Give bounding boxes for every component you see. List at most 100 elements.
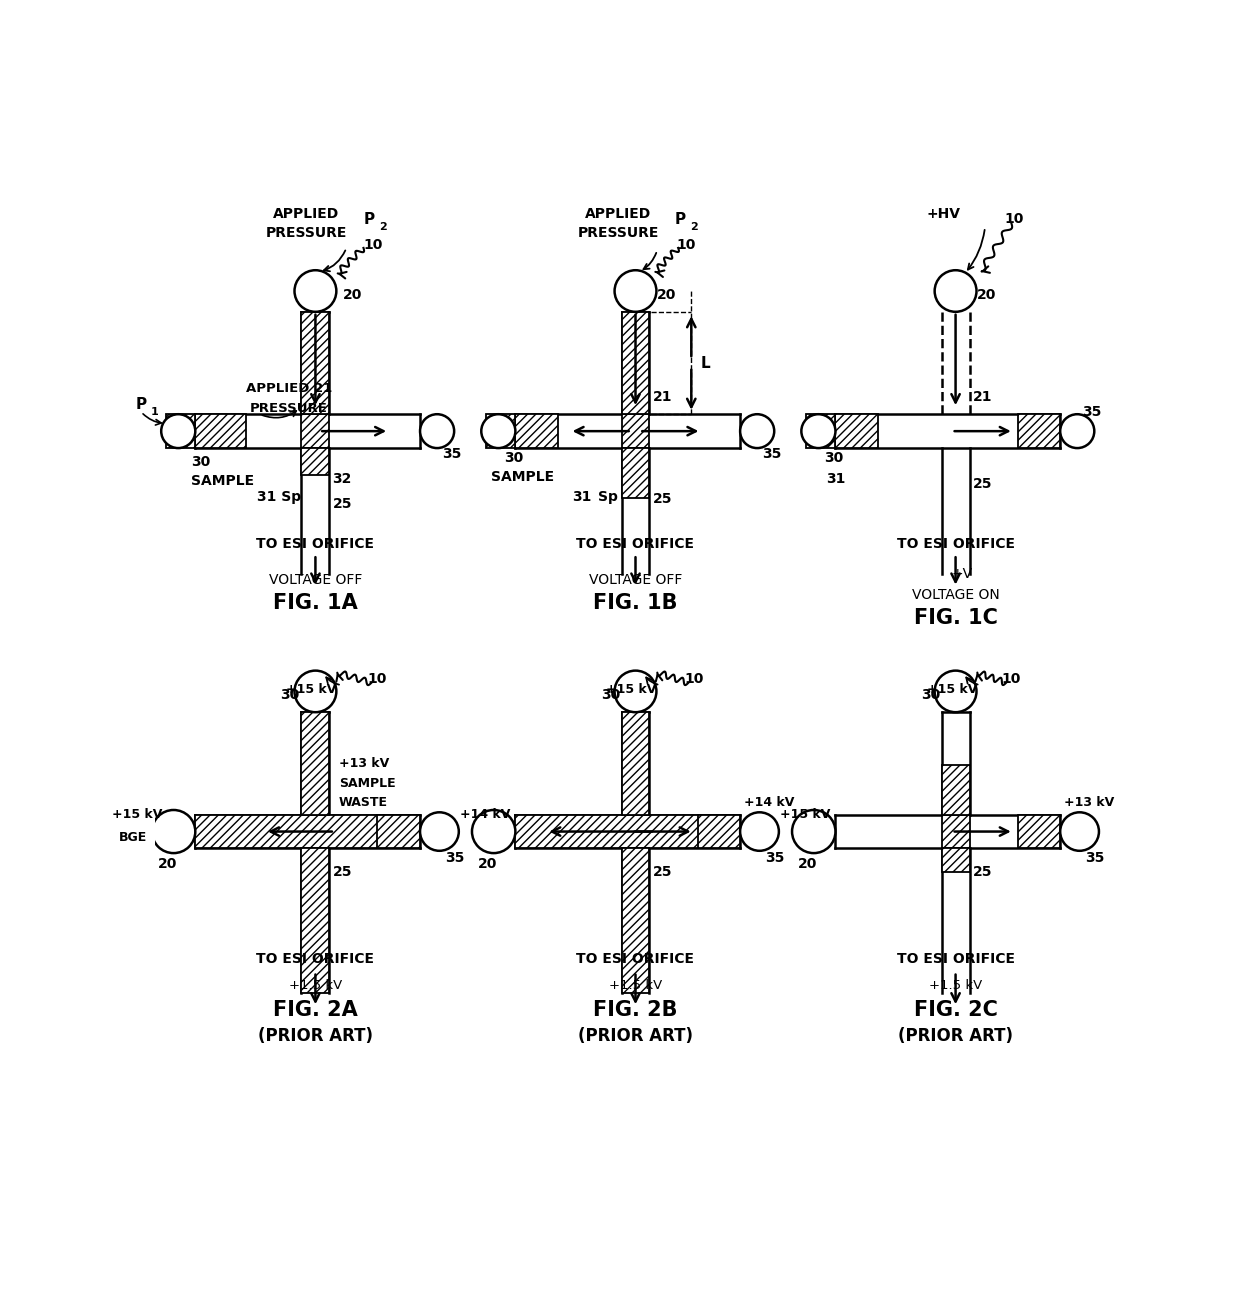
Circle shape <box>472 810 516 853</box>
Text: +HV: +HV <box>928 206 961 221</box>
Text: APPLIED 21: APPLIED 21 <box>246 383 332 396</box>
Text: 30: 30 <box>191 455 211 469</box>
Circle shape <box>801 414 836 448</box>
Text: FIG. 1A: FIG. 1A <box>273 593 358 613</box>
Text: SAMPLE: SAMPLE <box>191 475 254 488</box>
Text: APPLIED: APPLIED <box>273 206 340 221</box>
Text: 20: 20 <box>479 857 497 871</box>
Circle shape <box>615 270 656 312</box>
Text: TO ESI ORIFICE: TO ESI ORIFICE <box>897 538 1014 551</box>
Text: +1.5 kV: +1.5 kV <box>609 980 662 992</box>
Bar <box>1018 414 1060 448</box>
Text: +15 kV: +15 kV <box>286 682 337 696</box>
Text: TO ESI ORIFICE: TO ESI ORIFICE <box>897 952 1014 965</box>
Text: 35: 35 <box>1081 405 1101 419</box>
Bar <box>941 848 970 872</box>
Text: APPLIED: APPLIED <box>585 206 651 221</box>
Text: FIG. 2C: FIG. 2C <box>914 1001 997 1020</box>
Text: 31: 31 <box>572 489 591 504</box>
Bar <box>1018 814 1060 848</box>
Bar <box>301 414 330 448</box>
Circle shape <box>294 270 336 312</box>
Text: 25: 25 <box>972 864 992 878</box>
Text: 2: 2 <box>379 222 387 233</box>
Bar <box>836 414 878 448</box>
Bar <box>486 414 516 448</box>
Text: TO ESI ORIFICE: TO ESI ORIFICE <box>577 952 694 965</box>
Text: 20: 20 <box>657 288 677 302</box>
Text: 35: 35 <box>765 852 785 865</box>
Text: VOLTAGE ON: VOLTAGE ON <box>911 588 999 602</box>
Text: 20: 20 <box>977 288 997 302</box>
Circle shape <box>161 414 196 448</box>
Text: P: P <box>675 212 686 227</box>
Text: 30: 30 <box>920 688 940 702</box>
Bar <box>516 414 558 448</box>
Text: PRESSURE: PRESSURE <box>265 226 347 241</box>
Text: 25: 25 <box>332 497 352 512</box>
Bar <box>377 814 420 848</box>
Text: +15 kV: +15 kV <box>606 682 657 696</box>
Bar <box>195 814 420 848</box>
Bar <box>301 848 330 993</box>
Text: FIG. 1B: FIG. 1B <box>593 593 678 613</box>
Text: Sp: Sp <box>599 489 619 504</box>
Text: 21: 21 <box>972 389 992 404</box>
Bar <box>621 848 650 993</box>
Circle shape <box>935 671 977 713</box>
Circle shape <box>740 414 774 448</box>
Text: BGE: BGE <box>119 831 148 844</box>
Circle shape <box>1060 414 1094 448</box>
Text: 10: 10 <box>676 238 696 251</box>
Text: (PRIOR ART): (PRIOR ART) <box>578 1027 693 1044</box>
Bar <box>941 764 970 814</box>
Text: FIG. 2B: FIG. 2B <box>593 1001 678 1020</box>
Text: 35: 35 <box>445 852 464 865</box>
Bar <box>621 713 650 814</box>
Text: L: L <box>701 355 711 371</box>
Bar <box>195 414 246 448</box>
Text: 10: 10 <box>1002 672 1021 686</box>
Circle shape <box>740 813 779 851</box>
Text: 20: 20 <box>342 288 362 302</box>
Circle shape <box>792 810 836 853</box>
Text: 25: 25 <box>652 492 672 506</box>
Text: 35: 35 <box>1085 852 1105 865</box>
Bar <box>301 312 330 414</box>
Text: 35: 35 <box>441 447 461 462</box>
Circle shape <box>481 414 516 448</box>
Bar <box>941 814 970 848</box>
Text: 20: 20 <box>799 857 817 871</box>
Text: WASTE: WASTE <box>339 796 388 809</box>
Bar <box>621 414 650 448</box>
Text: 30: 30 <box>823 451 843 466</box>
Bar <box>621 448 650 498</box>
Text: 30: 30 <box>280 688 300 702</box>
Bar <box>301 448 330 475</box>
Circle shape <box>151 810 196 853</box>
Bar <box>301 713 330 814</box>
Text: 31: 31 <box>826 472 846 485</box>
Text: +15 kV: +15 kV <box>112 809 162 821</box>
Text: 30: 30 <box>503 451 523 466</box>
Bar <box>806 414 836 448</box>
Text: PRESSURE: PRESSURE <box>578 226 660 241</box>
Text: 10: 10 <box>1004 213 1023 226</box>
Text: +14 kV: +14 kV <box>460 809 510 821</box>
Text: (PRIOR ART): (PRIOR ART) <box>898 1027 1013 1044</box>
Text: P: P <box>135 397 146 412</box>
Circle shape <box>420 813 459 851</box>
Circle shape <box>294 671 336 713</box>
Text: VOLTAGE OFF: VOLTAGE OFF <box>589 573 682 586</box>
Text: 25: 25 <box>972 476 992 490</box>
Text: +15 kV: +15 kV <box>926 682 977 696</box>
Text: FIG. 2A: FIG. 2A <box>273 1001 358 1020</box>
Text: +V: +V <box>951 567 972 581</box>
Text: 10: 10 <box>368 672 387 686</box>
Text: FIG. 1C: FIG. 1C <box>914 609 997 629</box>
Text: 21: 21 <box>652 389 672 404</box>
Bar <box>516 814 740 848</box>
Bar <box>621 312 650 414</box>
Text: +13 kV: +13 kV <box>1064 796 1115 809</box>
Text: SAMPLE: SAMPLE <box>339 777 396 790</box>
